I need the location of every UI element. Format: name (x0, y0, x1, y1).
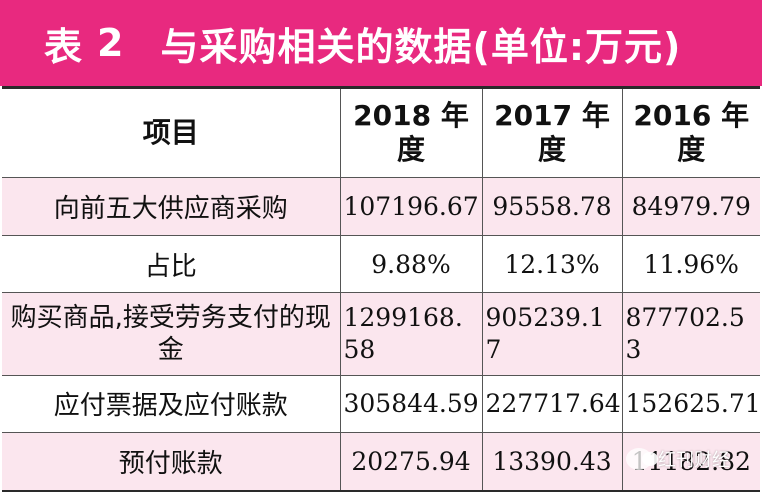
row-label: 应付票据及应付账款 (2, 374, 340, 433)
table-row: 占比 9.88% 12.13% 11.96% (2, 234, 760, 293)
row-label: 预付账款 (2, 432, 340, 491)
cell-2017: 12.13% (481, 234, 622, 293)
table-row: 应付票据及应付账款 305844.59 227717.64 152625.71 (2, 374, 760, 433)
cell-2017: 905239.17 (481, 292, 622, 375)
header-item: 项目 (2, 87, 340, 178)
header-2017: 2017 年度 (481, 87, 622, 178)
cell-2016: 84979.79 (621, 177, 760, 236)
header-row: 项目 2018 年度 2017 年度 2016 年度 (2, 87, 760, 178)
table-row: 购买商品,接受劳务支付的现金 1299168.58 905239.17 8777… (2, 292, 760, 375)
cell-2016: 11.96% (621, 234, 760, 293)
row-label: 购买商品,接受劳务支付的现金 (2, 292, 340, 375)
cell-2018: 20275.94 (339, 432, 482, 491)
watermark-text: 红刊财经 (658, 450, 730, 471)
cell-2016: 877702.53 (621, 292, 760, 375)
cell-2017: 95558.78 (481, 177, 622, 236)
cell-2018: 9.88% (339, 234, 482, 293)
title-text: 与采购相关的数据(单位:万元) (160, 24, 682, 69)
row-label: 向前五大供应商采购 (2, 177, 340, 236)
cell-2017: 227717.64 (481, 374, 622, 433)
cell-2017: 13390.43 (481, 432, 622, 491)
procurement-data-table: 项目 2018 年度 2017 年度 2016 年度 向前五大供应商采购 107… (2, 86, 760, 492)
cell-2016: 152625.71 (621, 374, 760, 433)
table-title: 表 2 与采购相关的数据(单位:万元) (0, 0, 762, 86)
row-label: 占比 (2, 234, 340, 293)
watermark: 红刊财经 (626, 446, 730, 472)
title-number: 2 (97, 21, 125, 65)
title-label: 表 (44, 24, 84, 69)
cell-2016: 11182.82 (621, 432, 760, 491)
cell-2018: 1299168.58 (339, 292, 482, 375)
table-row: 向前五大供应商采购 107196.67 95558.78 84979.79 (2, 177, 760, 236)
header-2018: 2018 年度 (339, 87, 482, 178)
table-row: 预付账款 20275.94 13390.43 11182.82 (2, 432, 760, 491)
header-2016: 2016 年度 (621, 87, 760, 178)
wechat-icon (626, 448, 658, 470)
cell-2018: 305844.59 (339, 374, 482, 433)
cell-2018: 107196.67 (339, 177, 482, 236)
